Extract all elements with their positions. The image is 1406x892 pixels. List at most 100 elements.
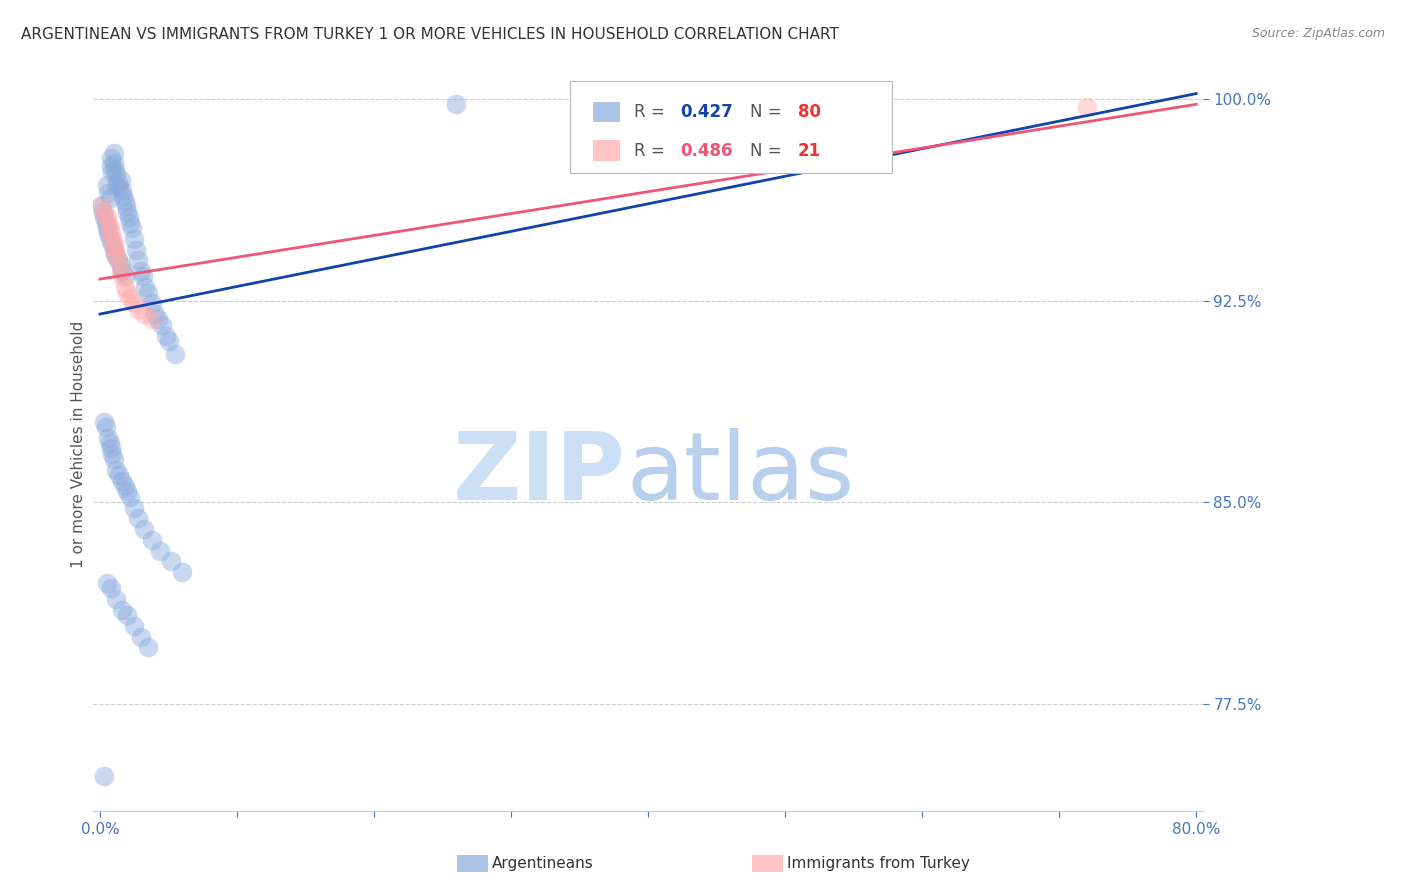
Point — [110, 172, 132, 186]
Point — [101, 164, 124, 178]
Text: R =: R = — [634, 103, 669, 120]
Point — [446, 97, 468, 112]
Point — [124, 619, 146, 633]
Point — [97, 186, 120, 200]
Point — [120, 216, 142, 230]
Text: R =: R = — [634, 142, 669, 160]
Point — [96, 575, 118, 590]
Point — [124, 243, 146, 257]
FancyBboxPatch shape — [571, 81, 893, 173]
Text: 0.486: 0.486 — [681, 142, 733, 160]
Point — [108, 180, 131, 194]
FancyBboxPatch shape — [593, 102, 620, 122]
Point — [146, 312, 169, 326]
Point — [120, 490, 142, 504]
Point — [96, 178, 118, 192]
Point — [143, 307, 166, 321]
Text: ZIP: ZIP — [453, 428, 626, 520]
Point — [124, 232, 146, 246]
Point — [114, 194, 136, 208]
Text: 0.427: 0.427 — [681, 103, 733, 120]
Point — [160, 554, 183, 568]
Point — [120, 291, 142, 305]
Point — [107, 253, 129, 268]
Point — [105, 167, 128, 181]
Point — [141, 533, 163, 547]
Point — [121, 221, 143, 235]
Point — [103, 243, 125, 257]
Point — [115, 199, 138, 213]
Point — [97, 227, 120, 241]
Point — [103, 145, 125, 160]
Point — [155, 328, 177, 343]
Point — [96, 211, 118, 225]
Point — [100, 159, 122, 173]
Point — [94, 420, 117, 434]
Point — [94, 216, 117, 230]
Point — [93, 205, 115, 219]
Text: ARGENTINEAN VS IMMIGRANTS FROM TURKEY 1 OR MORE VEHICLES IN HOUSEHOLD CORRELATIO: ARGENTINEAN VS IMMIGRANTS FROM TURKEY 1 … — [21, 27, 839, 42]
Point — [117, 285, 139, 300]
Point — [103, 237, 125, 252]
Point — [98, 232, 121, 246]
Point — [111, 603, 134, 617]
Point — [149, 543, 172, 558]
Point — [129, 264, 152, 278]
Point — [104, 243, 127, 257]
Point — [136, 285, 159, 300]
Point — [111, 183, 134, 197]
Point — [150, 318, 173, 332]
Point — [111, 269, 134, 284]
Point — [131, 269, 153, 284]
Point — [107, 175, 129, 189]
Point — [98, 191, 121, 205]
Point — [117, 484, 139, 499]
Point — [105, 178, 128, 192]
Point — [105, 592, 128, 607]
Point — [93, 770, 115, 784]
Point — [108, 468, 131, 483]
Point — [112, 188, 135, 202]
Text: N =: N = — [751, 103, 787, 120]
Point — [98, 221, 121, 235]
Point — [141, 296, 163, 310]
Point — [100, 151, 122, 165]
FancyBboxPatch shape — [593, 140, 620, 161]
Point — [93, 211, 115, 225]
Point — [165, 347, 187, 361]
Text: 80: 80 — [799, 103, 821, 120]
Point — [114, 479, 136, 493]
Point — [127, 253, 149, 268]
Point — [141, 312, 163, 326]
Point — [136, 640, 159, 655]
Point — [103, 452, 125, 467]
Text: Source: ZipAtlas.com: Source: ZipAtlas.com — [1251, 27, 1385, 40]
Point — [100, 227, 122, 241]
Point — [107, 253, 129, 268]
Point — [104, 248, 127, 262]
Point — [101, 232, 124, 246]
Point — [172, 565, 194, 579]
Point — [96, 221, 118, 235]
Point — [117, 608, 139, 623]
Point — [97, 431, 120, 445]
Point — [124, 500, 146, 515]
Point — [101, 237, 124, 252]
Point — [98, 436, 121, 450]
Point — [114, 269, 136, 284]
Point — [97, 216, 120, 230]
Point — [129, 630, 152, 644]
Point — [100, 582, 122, 596]
Point — [134, 280, 156, 294]
Point — [111, 474, 134, 488]
Point — [111, 264, 134, 278]
Point — [103, 156, 125, 170]
Point — [104, 161, 127, 176]
Point — [118, 211, 141, 225]
Point — [93, 415, 115, 429]
Point — [90, 199, 112, 213]
Point — [90, 199, 112, 213]
Point — [114, 280, 136, 294]
Point — [91, 205, 114, 219]
Point — [100, 442, 122, 456]
